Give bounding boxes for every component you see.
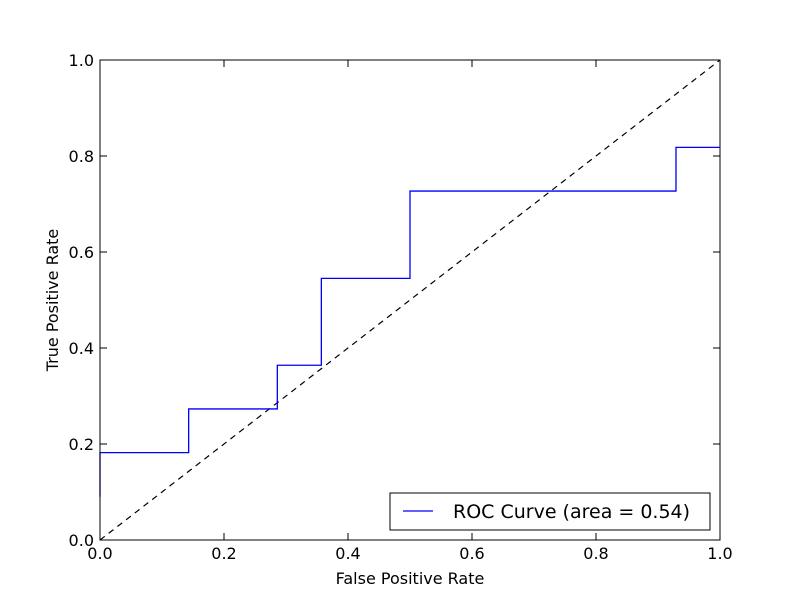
x-axis-label: False Positive Rate <box>336 569 485 588</box>
x-tick-label: 1.0 <box>707 544 732 563</box>
diagonal-reference-line <box>99 59 721 541</box>
x-tick-label: 0.2 <box>211 544 236 563</box>
legend: ROC Curve (area = 0.54) <box>389 492 711 531</box>
roc-curve-line <box>99 146 720 497</box>
y-tick-label: 0.4 <box>69 339 94 358</box>
y-tick-label: 1.0 <box>69 51 94 70</box>
y-tick-label: 0.0 <box>69 531 94 550</box>
y-tick-label: 0.6 <box>69 243 94 262</box>
x-tick-label: 0.8 <box>583 544 608 563</box>
y-axis-label: True Positive Rate <box>43 229 62 373</box>
legend-label-roc: ROC Curve (area = 0.54) <box>453 501 690 523</box>
x-tick-label: 0.0 <box>87 544 112 563</box>
legend-box <box>389 492 711 531</box>
y-tick-label: 0.2 <box>69 435 94 454</box>
x-tick-label: 0.6 <box>459 544 484 563</box>
x-tick-label: 0.4 <box>335 544 360 563</box>
y-tick-label: 0.8 <box>69 147 94 166</box>
plot-frame <box>99 59 721 541</box>
series-layer <box>99 59 721 541</box>
